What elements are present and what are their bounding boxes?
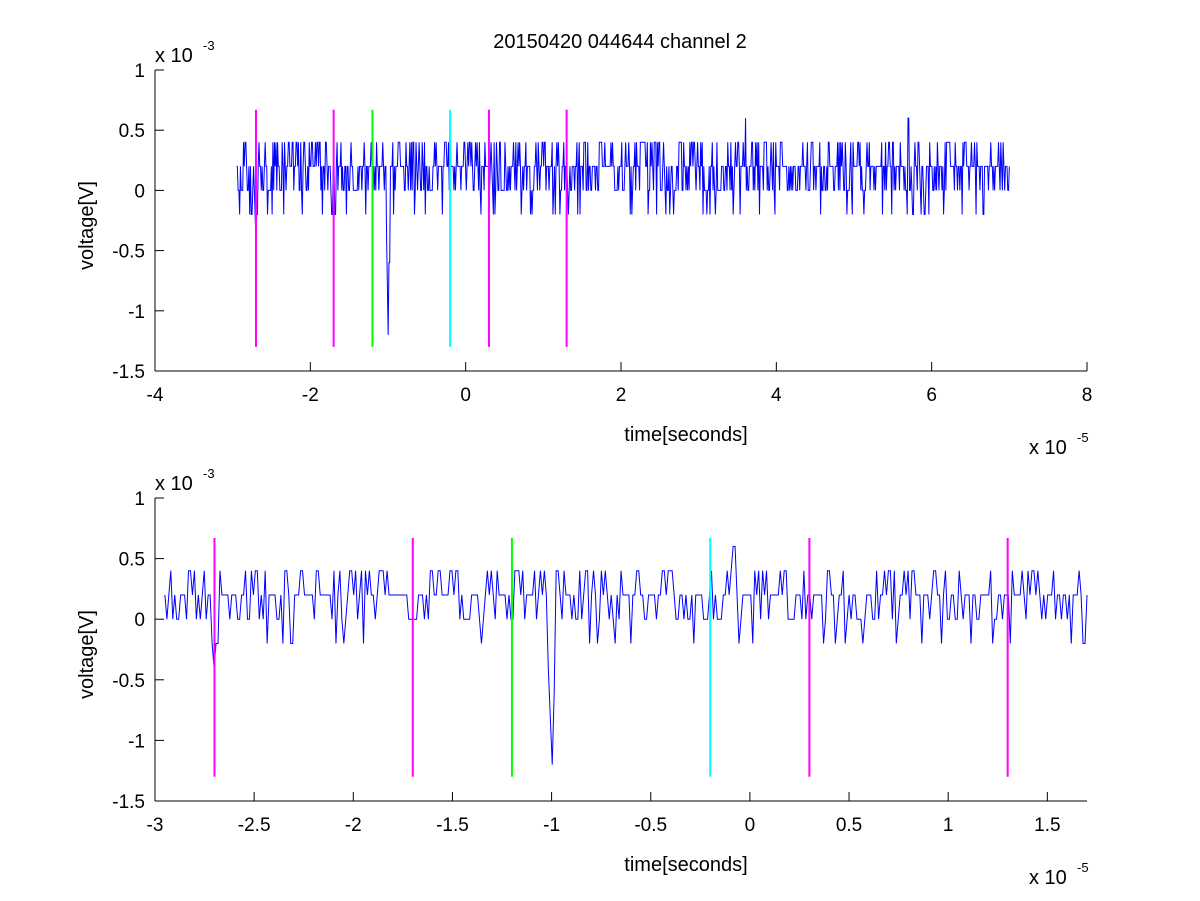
x-tick-label: 6: [926, 385, 937, 406]
figure-title: 20150420 044644 channel 2: [493, 31, 747, 53]
x-tick-label: 8: [1082, 385, 1093, 406]
x-tick-label: -1.5: [436, 815, 469, 836]
x-axis-label: time[seconds]: [624, 424, 747, 446]
x-tick-label: 1: [943, 815, 954, 836]
y-tick-label: 0: [134, 610, 145, 631]
x-tick-label: -0.5: [634, 815, 667, 836]
x-exponent-power: -5: [1077, 430, 1089, 445]
x-tick-label: -4: [147, 385, 164, 406]
x-tick-label: -2: [345, 815, 362, 836]
y-tick-label: -1.5: [112, 792, 145, 813]
x-exponent-base: x 10: [1029, 867, 1067, 889]
y-exponent-base: x 10: [155, 45, 193, 67]
y-tick-label: 1: [134, 489, 145, 510]
signal-line: [236, 117, 1010, 335]
y-exponent-power: -3: [203, 38, 215, 53]
x-tick-label: 1.5: [1034, 815, 1060, 836]
bottom-plot: -3 -2.5 -2 -1.5 -1 -0.5 0 0.5 1 1.5 -1.5 -1 -0.5 0 0.5…: [76, 466, 1089, 889]
signal-line: [164, 545, 1088, 765]
x-tick-label: -2: [302, 385, 319, 406]
y-tick-label: -1.5: [112, 362, 145, 383]
y-tick-label: -0.5: [112, 671, 145, 692]
x-exponent-base: x 10: [1029, 437, 1067, 459]
y-tick-label: 0.5: [119, 550, 145, 571]
x-tick-label: -3: [147, 815, 164, 836]
y-exponent-power: -3: [203, 466, 215, 481]
top-plot: -4 -2 0 2 4 6 8 -1.5 -1 -0.5 0 0.5 1 time[seconds] vol…: [76, 38, 1092, 459]
x-tick-label: -1: [543, 815, 560, 836]
x-tick-label: 0.5: [836, 815, 862, 836]
y-axis-label: voltage[V]: [76, 181, 98, 270]
x-tick-label: 0: [460, 385, 471, 406]
y-tick-label: -1: [128, 731, 145, 752]
y-axis-label: voltage[V]: [76, 610, 98, 699]
x-tick-label: -2.5: [238, 815, 271, 836]
y-tick-label: -1: [128, 302, 145, 323]
x-axis-label: time[seconds]: [624, 854, 747, 876]
y-tick-label: 0: [134, 181, 145, 202]
x-tick-label: 2: [616, 385, 627, 406]
x-tick-label: 4: [771, 385, 782, 406]
y-tick-label: 1: [134, 61, 145, 82]
y-tick-label: 0.5: [119, 121, 145, 142]
y-exponent-base: x 10: [155, 473, 193, 495]
y-tick-label: -0.5: [112, 242, 145, 263]
x-tick-label: 0: [745, 815, 756, 836]
x-exponent-power: -5: [1077, 860, 1089, 875]
